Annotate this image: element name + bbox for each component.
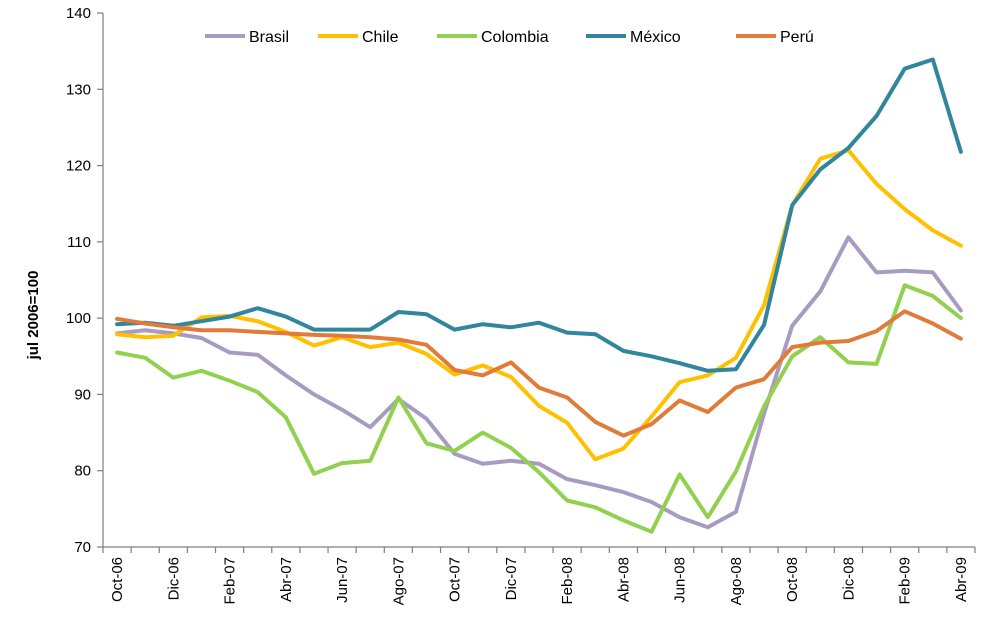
series-line-colombia — [115, 283, 963, 534]
series-lines — [115, 57, 963, 534]
series-line-peru — [115, 309, 963, 438]
x-tick-label: Abr-09 — [953, 557, 970, 602]
y-tick-label: 140 — [66, 5, 91, 22]
y-tick-label: 110 — [67, 234, 91, 251]
y-tick-label: 70 — [74, 539, 91, 556]
x-tick-label: Feb-07 — [222, 557, 239, 605]
legend-label-chile: Chile — [362, 29, 399, 46]
x-tick-label: Abr-07 — [278, 557, 295, 602]
y-tick-label: 90 — [74, 386, 91, 403]
x-tick-label: Dic-06 — [165, 557, 182, 600]
x-tick-label: Ago-08 — [728, 557, 745, 605]
y-axis-label: jul 2006=100 — [25, 271, 42, 361]
x-tick-label: Feb-08 — [559, 557, 576, 605]
x-tick-label: Feb-09 — [897, 557, 914, 605]
y-tick-label: 120 — [66, 158, 91, 175]
y-tick-label: 130 — [66, 81, 91, 98]
x-tick-label: Jun-08 — [672, 557, 689, 603]
legend-label-peru: Perú — [780, 29, 814, 46]
series-line-mexico — [115, 57, 963, 373]
x-tick-label: Jun-07 — [334, 557, 351, 603]
series-line-chile — [115, 148, 963, 462]
x-tick-label: Dic-08 — [840, 557, 857, 600]
legend-label-brasil: Brasil — [249, 29, 289, 46]
x-tick-label: Dic-07 — [503, 557, 520, 600]
x-tick-label: Oct-08 — [784, 557, 801, 602]
legend-label-colombia: Colombia — [481, 29, 549, 46]
legend-label-mexico: México — [630, 29, 681, 46]
x-tick-label: Oct-07 — [447, 557, 464, 602]
y-tick-label: 80 — [74, 463, 91, 480]
legend: Brasil Chile Colombia México Perú — [205, 29, 814, 46]
x-tick-label: Abr-08 — [615, 557, 632, 602]
series-line-brasil — [115, 235, 963, 530]
axes: 70 80 90 100 110 120 130 140 Oct-06 Dic-06 Feb-07 A… — [66, 5, 976, 605]
x-tick-label: Oct-06 — [109, 557, 126, 602]
x-tick-label: Ago-07 — [390, 557, 407, 605]
y-tick-label: 100 — [66, 310, 91, 327]
